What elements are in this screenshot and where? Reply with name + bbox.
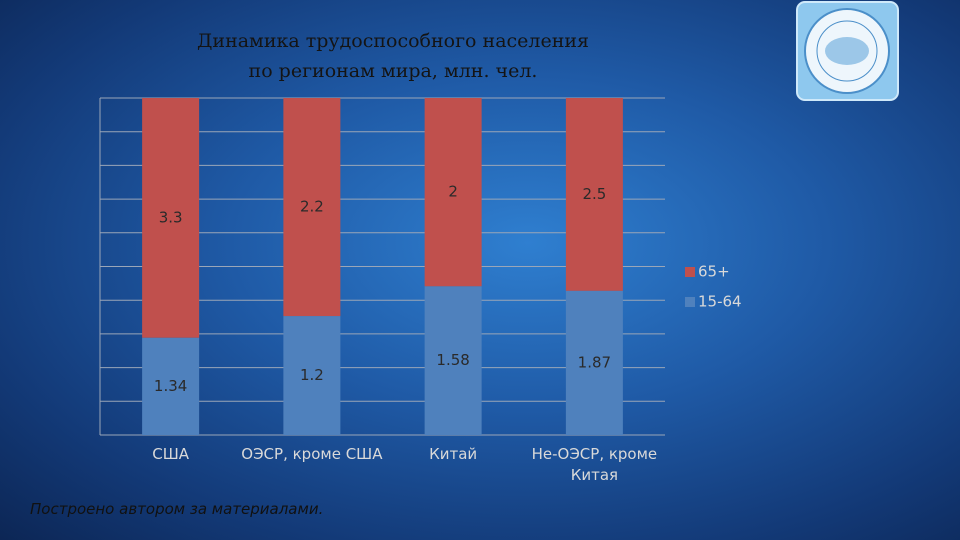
source-note: Построено автором за материалами. <box>30 500 324 518</box>
x-tick-label: ОЭСР, кроме США <box>241 445 383 463</box>
data-label: 1.58 <box>436 351 469 369</box>
bar-segment <box>142 337 200 435</box>
chart-title: Динамика трудоспособного населения по ре… <box>196 30 590 82</box>
bar-segment <box>142 98 200 338</box>
data-label: 3.3 <box>159 208 183 226</box>
data-label: 1.34 <box>154 377 187 395</box>
x-tick-label: Не-ОЭСР, кроме Китая <box>531 445 658 484</box>
bar-segment <box>565 290 623 435</box>
x-tick-label: США <box>152 445 190 463</box>
x-tick-label: Китай <box>429 445 478 463</box>
bar-segment <box>283 316 341 435</box>
bar-segment <box>565 98 623 291</box>
data-label: 2.2 <box>300 198 324 216</box>
data-label: 2.5 <box>582 185 606 203</box>
bar-segment <box>424 98 482 287</box>
legend-label: 15-64 <box>698 293 742 311</box>
bar-segment <box>283 98 341 317</box>
legend-label: 65+ <box>698 263 730 281</box>
data-label: 1.87 <box>578 353 611 371</box>
data-label: 1.2 <box>300 366 324 384</box>
data-label: 2 <box>448 183 458 201</box>
legend-swatch <box>685 297 695 307</box>
bar-segment <box>424 286 482 435</box>
logo <box>796 1 899 101</box>
legend-swatch <box>685 267 695 277</box>
